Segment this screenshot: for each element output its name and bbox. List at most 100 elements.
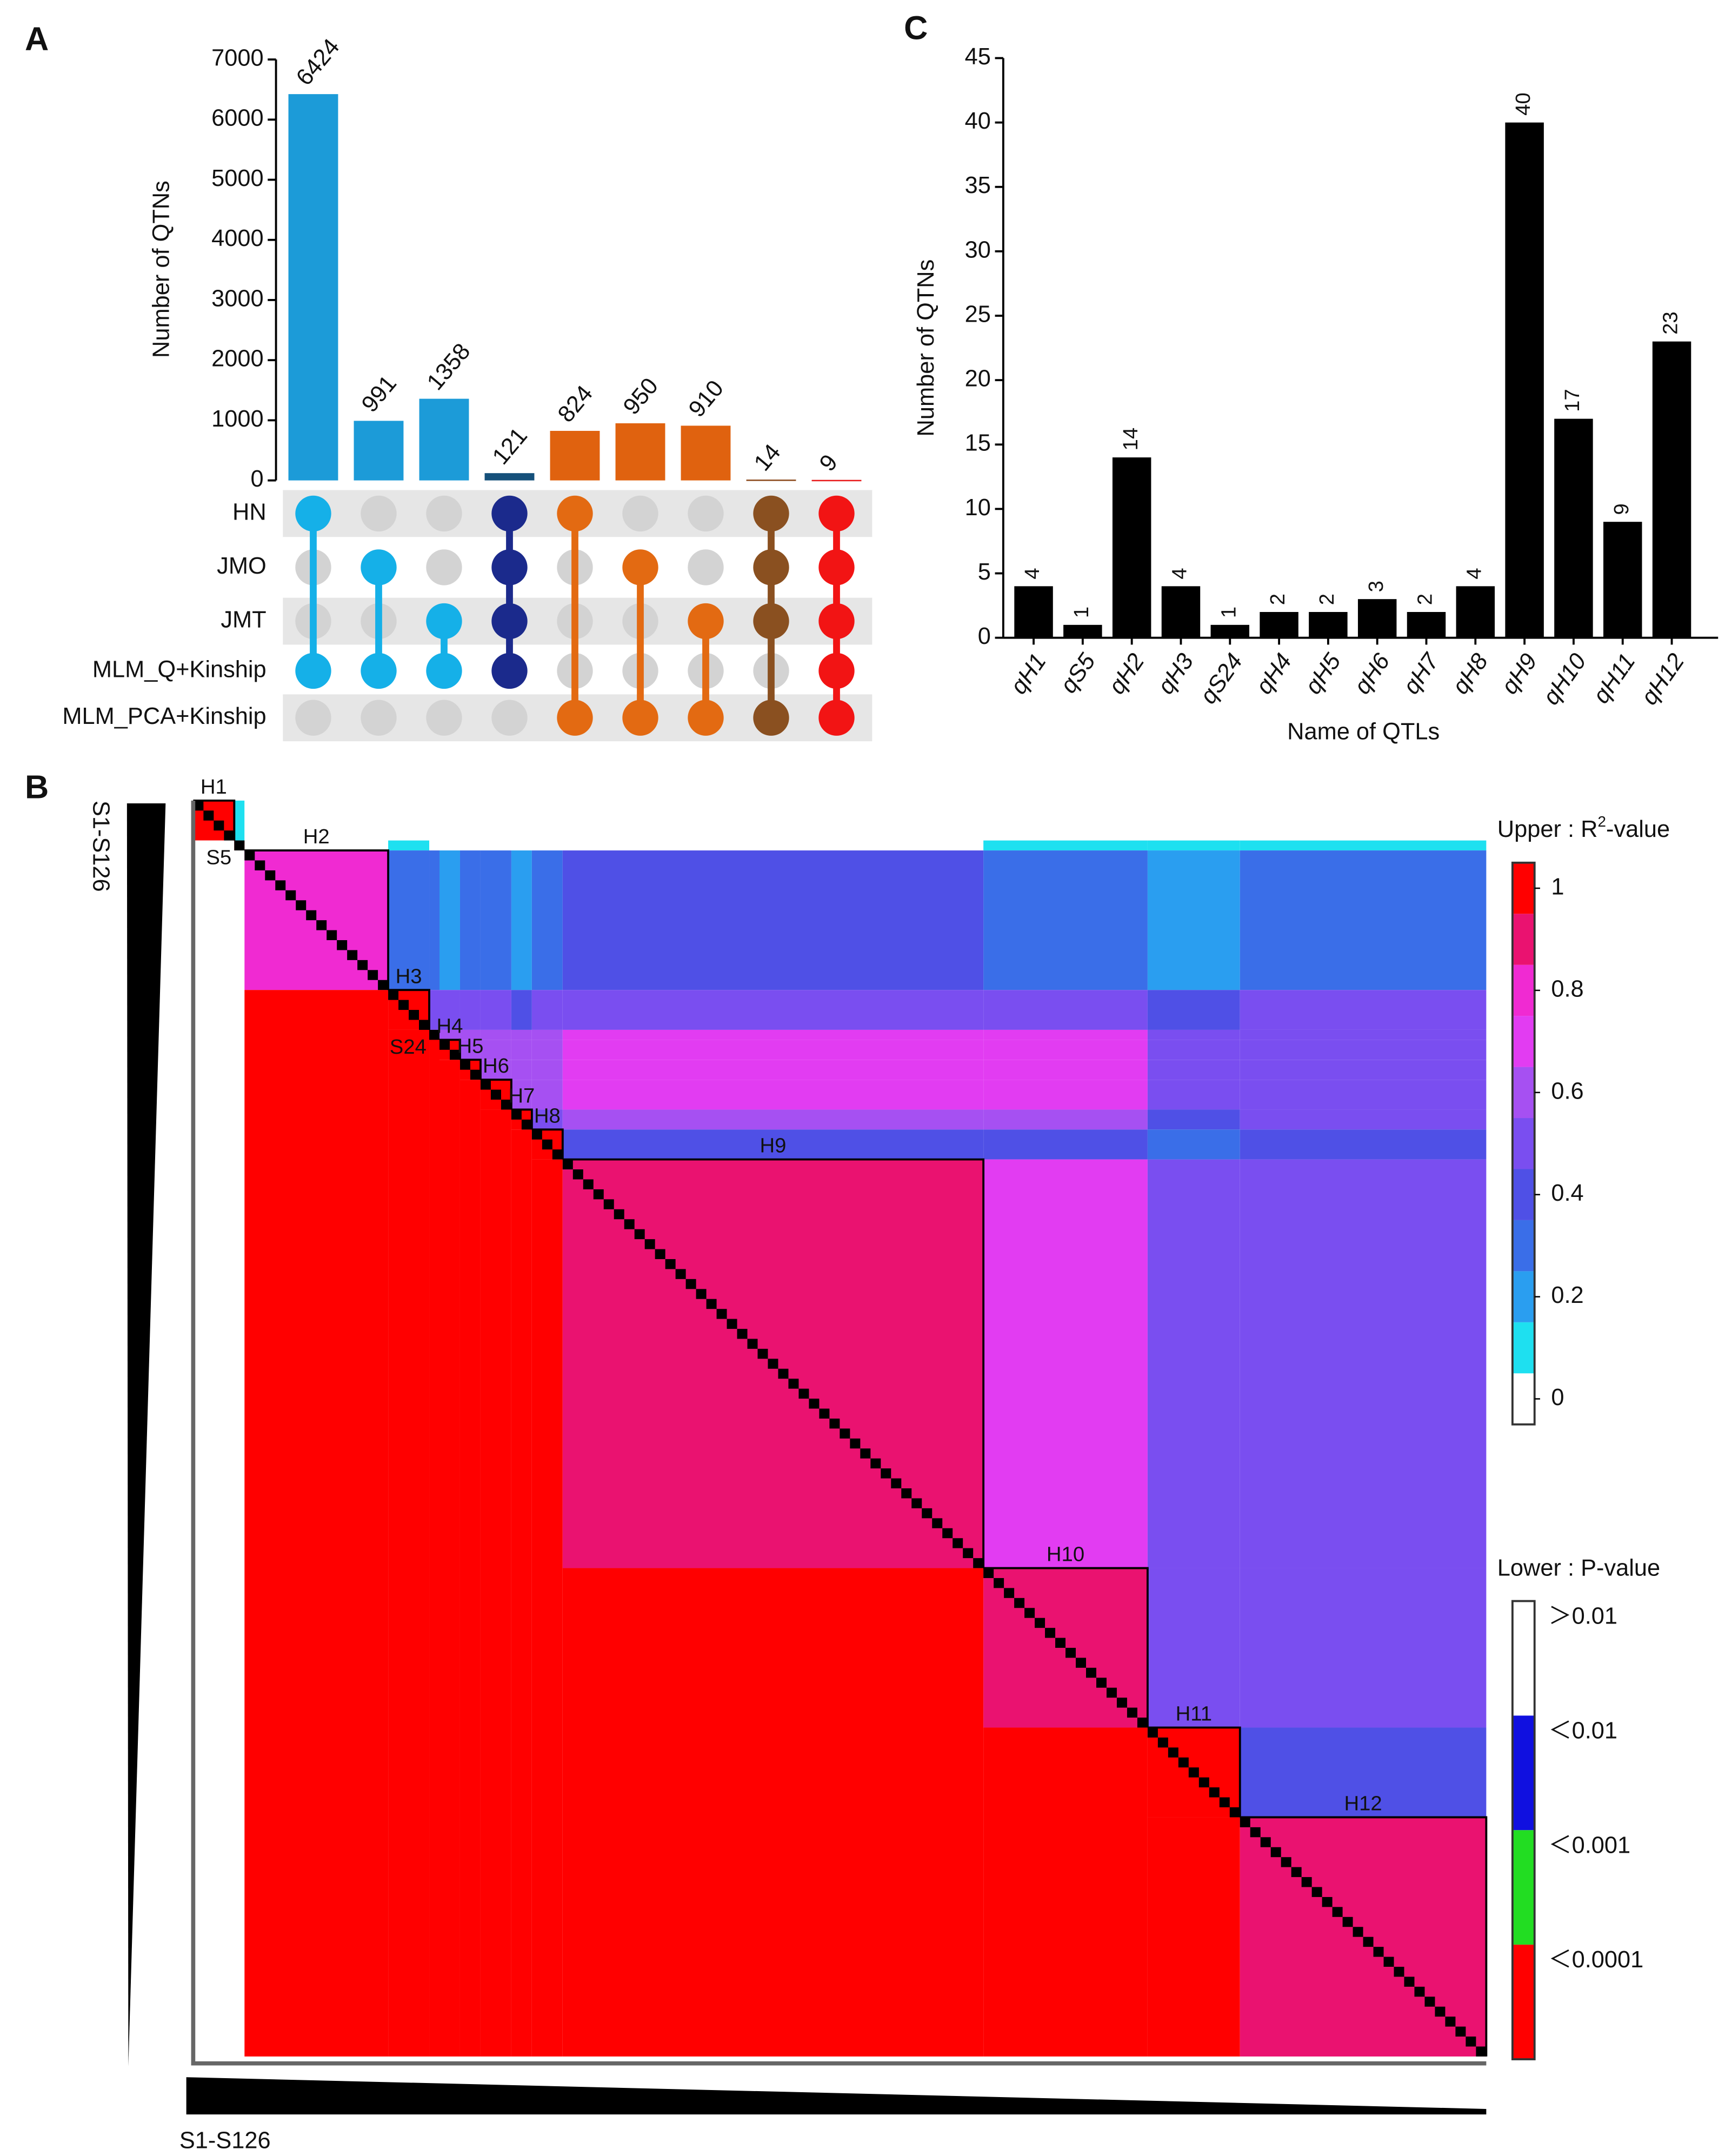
diagonal-cell bbox=[1106, 1687, 1117, 1698]
value-label: 6424 bbox=[291, 34, 345, 91]
r2-cell bbox=[429, 850, 440, 990]
diagonal-cell bbox=[1168, 1747, 1178, 1758]
r2-cell bbox=[1147, 800, 1240, 841]
value-label: 950 bbox=[618, 373, 663, 420]
r2-cell bbox=[983, 1159, 1148, 1568]
diagonal-cell bbox=[583, 1179, 594, 1189]
diagonal-cell bbox=[727, 1319, 737, 1329]
diagonal-cell bbox=[1322, 1897, 1333, 1907]
block-label: S24 bbox=[390, 1035, 427, 1059]
r2-cell bbox=[439, 850, 460, 990]
colorbar-band bbox=[1512, 1016, 1535, 1067]
diagonal-cell bbox=[368, 970, 378, 980]
diagonal-cell bbox=[214, 820, 224, 831]
diagonal-cell bbox=[511, 1109, 522, 1120]
dot bbox=[426, 603, 462, 640]
diagonal-cell bbox=[685, 1279, 696, 1289]
diagonal-cell bbox=[1301, 1877, 1312, 1887]
value-label: 1358 bbox=[422, 338, 476, 395]
diagonal-cell bbox=[665, 1259, 676, 1269]
panel-label: B bbox=[25, 769, 49, 806]
y-tick-label: 7000 bbox=[211, 45, 264, 71]
value-label: 4 bbox=[1168, 568, 1191, 579]
colorbar-band bbox=[1512, 964, 1535, 1016]
x-tick-label: qH2 bbox=[1104, 649, 1150, 699]
y-tick-label: 10 bbox=[965, 495, 991, 521]
colorbar-band bbox=[1512, 1220, 1535, 1272]
r2-cell bbox=[562, 990, 984, 1030]
block-label: H10 bbox=[1047, 1543, 1084, 1566]
diagonal-cell bbox=[327, 930, 337, 941]
diagonal-cell bbox=[840, 1428, 850, 1439]
diagonal-cell bbox=[829, 1418, 840, 1429]
bar bbox=[746, 480, 796, 481]
y-tick-label: 25 bbox=[965, 301, 991, 327]
bar bbox=[1652, 341, 1691, 638]
r2-cell bbox=[562, 800, 984, 841]
diagonal-cell bbox=[244, 850, 255, 861]
block-label: S5 bbox=[206, 846, 231, 869]
diagonal-cell bbox=[1404, 1977, 1415, 1987]
r2-cell bbox=[459, 1029, 481, 1040]
r2-cell bbox=[531, 850, 563, 990]
dot bbox=[818, 653, 855, 689]
value-label: 991 bbox=[357, 370, 402, 417]
diagonal-cell bbox=[1178, 1757, 1189, 1768]
r2-cell bbox=[531, 1060, 563, 1080]
x-tick-label: qS24 bbox=[1195, 649, 1248, 709]
r2-cell bbox=[480, 840, 511, 851]
inactive-dot bbox=[361, 700, 397, 736]
bar bbox=[1357, 599, 1397, 638]
diagonal-cell bbox=[1219, 1797, 1230, 1808]
value-label: 14 bbox=[749, 440, 786, 476]
dot bbox=[295, 495, 331, 532]
diagonal-cell bbox=[285, 890, 296, 901]
diagonal-cell bbox=[501, 1099, 511, 1110]
x-tick-label: qH8 bbox=[1447, 649, 1493, 699]
r2-cell bbox=[531, 840, 563, 851]
r2-cell bbox=[439, 800, 460, 841]
bar bbox=[288, 94, 338, 481]
r2-cell bbox=[562, 1080, 984, 1110]
r2-cell bbox=[1240, 990, 1487, 1030]
r2-cell bbox=[983, 990, 1148, 1030]
legend-label: ＞0.01 bbox=[1548, 1603, 1617, 1629]
r2-cell bbox=[983, 1029, 1148, 1040]
r2-cell bbox=[562, 840, 984, 851]
diagonal-cell bbox=[1281, 1857, 1291, 1867]
colorbar-band bbox=[1512, 1373, 1535, 1425]
dot bbox=[818, 603, 855, 640]
diagonal-cell bbox=[1096, 1678, 1107, 1688]
legend-border bbox=[1511, 1600, 1536, 2060]
diagonal-cell bbox=[347, 950, 358, 960]
block-label: H2 bbox=[303, 825, 330, 848]
r2-cell bbox=[531, 1080, 563, 1110]
diagonal-cell bbox=[1014, 1598, 1025, 1608]
r2-cell bbox=[983, 850, 1148, 990]
panel-label: C bbox=[904, 10, 928, 46]
diagonal-cell bbox=[1024, 1608, 1035, 1618]
diagonal-cell bbox=[542, 1139, 552, 1150]
bar bbox=[1210, 624, 1250, 638]
r2-cell bbox=[459, 1040, 481, 1060]
value-label: 9 bbox=[1610, 503, 1633, 515]
block-label: H3 bbox=[396, 964, 422, 988]
value-label: 2 bbox=[1414, 594, 1437, 605]
y-tick-label: 30 bbox=[965, 237, 991, 263]
diagonal-cell bbox=[429, 1029, 440, 1040]
r2-cell bbox=[1147, 1159, 1240, 1568]
set-label: HN bbox=[232, 499, 267, 525]
x-tick-label: qS5 bbox=[1055, 648, 1101, 697]
r2-cell bbox=[511, 840, 532, 851]
bar bbox=[811, 480, 862, 482]
diagonal-cell bbox=[973, 1558, 984, 1568]
r2-cell bbox=[244, 840, 389, 851]
r2-cell bbox=[459, 800, 481, 841]
r2-cell bbox=[1240, 1080, 1487, 1110]
diagonal-cell bbox=[234, 840, 245, 851]
diagonal-cell bbox=[296, 900, 307, 910]
r2-cell bbox=[439, 840, 460, 851]
diagonal-cell bbox=[850, 1438, 861, 1449]
colorbar-tick-label: 0.8 bbox=[1551, 976, 1583, 1002]
